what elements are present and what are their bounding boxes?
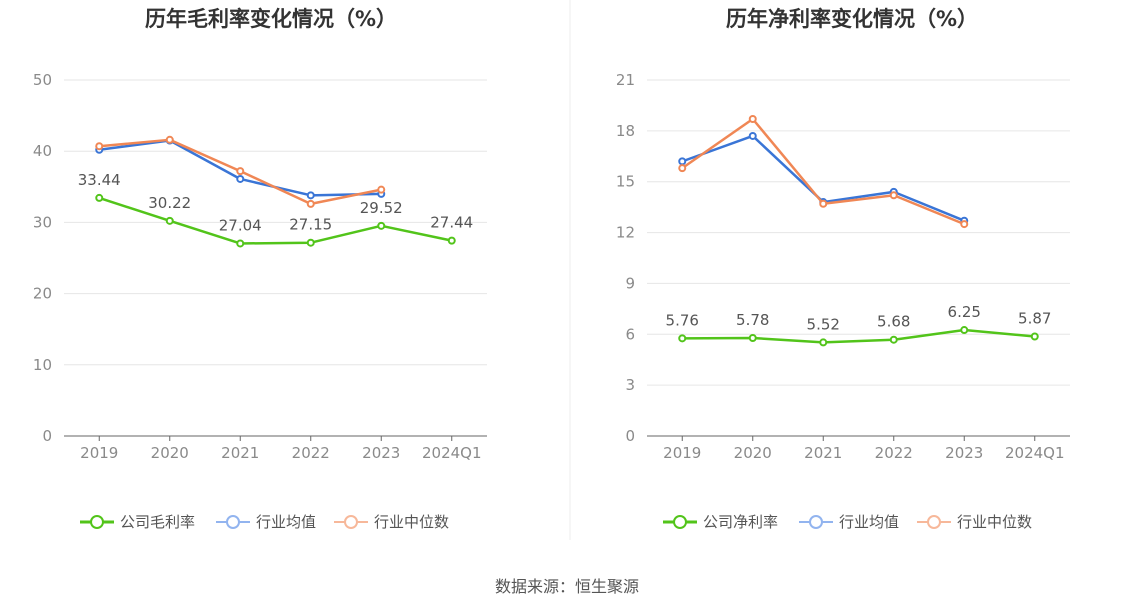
data-point	[236, 167, 245, 176]
y-tick-label: 50	[33, 71, 52, 89]
y-tick-label: 6	[625, 325, 635, 343]
legend-marker	[673, 515, 687, 529]
data-point	[748, 114, 757, 123]
data-label: 33.44	[78, 171, 121, 189]
x-tick-label: 2022	[875, 444, 913, 462]
data-point	[889, 335, 898, 344]
data-point	[960, 220, 969, 229]
y-tick-label: 0	[625, 427, 635, 445]
legend-item-label: 行业中位数	[957, 513, 1032, 531]
series-line-1	[682, 328, 1035, 344]
x-tick-label: 2022	[292, 444, 330, 462]
y-tick-label: 30	[33, 213, 52, 231]
data-point	[889, 191, 898, 200]
data-point	[306, 199, 315, 208]
data-point	[95, 193, 104, 202]
data-point	[447, 236, 456, 245]
legend-marker	[90, 515, 104, 529]
series-line-1	[98, 196, 453, 245]
y-tick-label: 18	[616, 122, 635, 140]
data-label: 5.78	[736, 311, 769, 329]
legend-marker	[809, 515, 823, 529]
y-tick-label: 10	[33, 356, 52, 374]
x-tick-label: 2023	[945, 444, 983, 462]
legend-marker	[927, 515, 941, 529]
data-point	[678, 164, 687, 173]
legend-marker	[344, 515, 358, 529]
data-label: 29.52	[360, 199, 403, 217]
data-point	[819, 199, 828, 208]
legend-item-label: 公司毛利率	[120, 513, 195, 531]
chart-title: 历年毛利率变化情况（%）	[145, 7, 397, 31]
series-line-3	[681, 117, 965, 226]
data-point	[678, 334, 687, 343]
data-label: 5.52	[807, 315, 840, 333]
y-tick-label: 20	[33, 285, 52, 303]
data-point	[748, 334, 757, 343]
chart-title: 历年净利率变化情况（%）	[726, 7, 978, 31]
data-label: 27.44	[430, 214, 473, 232]
y-tick-label: 12	[616, 224, 635, 242]
data-label: 5.87	[1018, 309, 1051, 327]
y-tick-label: 0	[42, 427, 52, 445]
y-tick-label: 15	[616, 173, 635, 191]
y-tick-label: 40	[33, 142, 52, 160]
data-point	[95, 142, 104, 151]
x-tick-label: 2019	[663, 444, 701, 462]
y-tick-label: 9	[625, 274, 635, 292]
legend-item-label: 行业均值	[839, 513, 899, 531]
data-label: 27.04	[219, 216, 262, 234]
data-point	[165, 216, 174, 225]
x-tick-label: 2024Q1	[1005, 444, 1065, 462]
chart-1: 历年毛利率变化情况（%） 0 10 20 30 40 50 2019 2020 2021 2022 2…	[33, 7, 487, 531]
data-point	[236, 174, 245, 183]
chart-2: 历年净利率变化情况（%） 0 3 6 9 12 15 18 21 2019 2020 2021 2022…	[616, 7, 1070, 531]
y-tick-label: 21	[616, 71, 635, 89]
legend-marker	[226, 515, 240, 529]
data-point	[819, 338, 828, 347]
x-tick-label: 2024Q1	[422, 444, 482, 462]
data-label: 27.15	[289, 216, 332, 234]
data-point	[306, 191, 315, 200]
data-point	[165, 135, 174, 144]
x-tick-label: 2020	[151, 444, 189, 462]
data-point	[236, 239, 245, 248]
data-point	[377, 221, 386, 230]
x-tick-label: 2021	[804, 444, 842, 462]
x-tick-label: 2020	[734, 444, 772, 462]
y-tick-label: 3	[625, 376, 635, 394]
data-label: 6.25	[948, 303, 981, 321]
data-label: 5.76	[666, 311, 699, 329]
data-point	[1030, 332, 1039, 341]
x-tick-label: 2021	[221, 444, 259, 462]
data-point	[748, 131, 757, 140]
legend-item-label: 行业中位数	[374, 513, 449, 531]
data-point	[678, 157, 687, 166]
data-point	[306, 238, 315, 247]
data-point	[377, 185, 386, 194]
data-point	[960, 326, 969, 335]
legend-item-label: 行业均值	[256, 513, 316, 531]
legend-item-label: 公司净利率	[703, 513, 778, 531]
data-label: 5.68	[877, 313, 910, 331]
data-source: 数据来源：恒生聚源	[495, 577, 639, 596]
x-tick-label: 2019	[80, 444, 118, 462]
data-label: 30.22	[148, 194, 191, 212]
x-tick-label: 2023	[362, 444, 400, 462]
